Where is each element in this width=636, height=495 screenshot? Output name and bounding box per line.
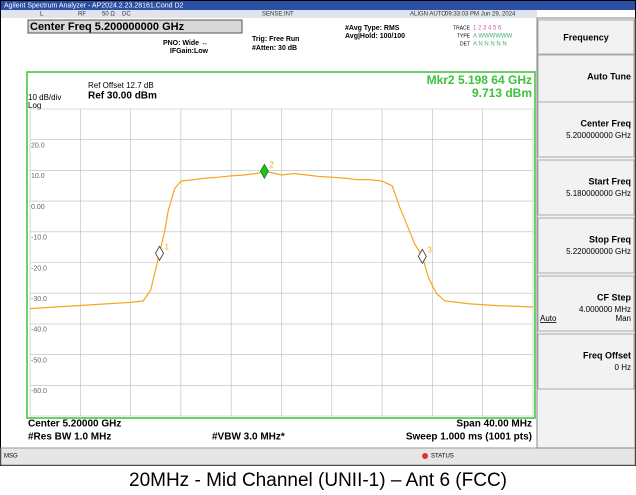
y-tick-label: -40.0 (31, 327, 47, 334)
ifgain: IFGain:Low (170, 48, 209, 55)
pno: PNO: Wide ↔ (163, 40, 208, 47)
scale: 10 dB/div (28, 93, 61, 102)
marker (155, 245, 164, 262)
title: Agilent Spectrum Analyzer - AP2024.2.23.… (4, 2, 183, 9)
softkey-value: 0 Hz (615, 363, 631, 372)
avg-hold: Avg|Hold: 100/100 (345, 33, 405, 40)
center: Center 5.20000 GHz (28, 419, 121, 430)
sweep: Sweep 1.000 ms (1001 pts) (406, 432, 532, 443)
trace-val: 1 2 3 4 5 6 (473, 26, 502, 32)
status-item: 50 Ω (102, 12, 115, 18)
marker-readout: Mkr2 5.198 64 GHz (427, 73, 532, 87)
softkey-label: Start Freq (588, 176, 631, 186)
res-bw: #Res BW 1.0 MHz (28, 432, 111, 443)
softkey-option: Man (615, 314, 631, 323)
y-tick-label: -50.0 (31, 357, 47, 364)
softkey[interactable] (537, 159, 635, 216)
status-bar (0, 447, 636, 466)
center-freq-box (27, 19, 243, 34)
softkey-label: CF Step (597, 292, 632, 302)
atten: #Atten: 30 dB (252, 45, 297, 52)
y-tick-label: -20.0 (31, 265, 47, 272)
softkey[interactable] (537, 333, 635, 390)
y-tick-label: 20.0 (31, 143, 45, 150)
softkey-option: Auto (540, 314, 557, 323)
marker-value: 9.713 dBm (472, 86, 532, 100)
trace (29, 170, 534, 310)
softkey-label: Frequency (563, 32, 609, 42)
status-row (1, 10, 537, 18)
marker-label: 3 (427, 245, 432, 254)
marker-label: 1 (165, 242, 170, 251)
softkey[interactable] (537, 19, 635, 55)
status-icon (422, 453, 428, 459)
msg: MSG (4, 454, 18, 460)
softkey-label: Center Freq (580, 118, 631, 128)
softkey-value: 5.200000000 GHz (566, 131, 631, 140)
softkey[interactable] (537, 101, 635, 158)
ref-offset: Ref Offset 12.7 dB (88, 81, 154, 90)
softkey-value: 4.000000 MHz (579, 305, 631, 314)
vbw: #VBW 3.0 MHz* (212, 432, 285, 443)
trig: Trig: Free Run (252, 36, 299, 43)
status-item: ALIGN AUTO (410, 12, 446, 18)
trace-key: TYPE (457, 33, 471, 39)
y-tick-label: -10.0 (31, 235, 47, 242)
softkey-value: 5.180000000 GHz (566, 189, 631, 198)
trace-val: A WWWWWW (473, 34, 513, 40)
status-item: RF (78, 12, 86, 18)
marker (259, 163, 269, 180)
softkey-value: 5.220000000 GHz (566, 247, 631, 256)
status-item: SENSE:INT (262, 12, 294, 18)
trace-val: A N N N N N (473, 42, 507, 48)
caption: 20MHz - Mid Channel (UNII-1) – Ant 6 (FC… (129, 470, 507, 491)
center-freq: Center Freq 5.200000000 GHz (30, 21, 185, 33)
softkey-label: Stop Freq (589, 234, 631, 244)
softkey-label: Freq Offset (583, 350, 631, 360)
log: Log (28, 101, 41, 110)
y-tick-label: 10.0 (31, 173, 45, 180)
span: Span 40.00 MHz (456, 419, 532, 430)
status: STATUS (431, 454, 454, 460)
marker-label: 2 (269, 160, 274, 169)
trace-key: TRACE (453, 25, 471, 31)
avg-type: #Avg Type: RMS (345, 25, 400, 32)
y-tick-label: -30.0 (31, 296, 47, 303)
plot-frame (26, 71, 536, 419)
status-item: 09:33:03 PM Jun 29, 2024 (445, 12, 516, 18)
y-tick-label: 0.00 (31, 204, 45, 211)
trace-key: DET (460, 41, 470, 47)
y-tick-label: -60.0 (31, 388, 47, 395)
softkey[interactable] (537, 217, 635, 274)
softkey[interactable] (537, 275, 635, 332)
marker (417, 248, 427, 265)
status-item: L (40, 12, 44, 18)
softkey-label: Auto Tune (587, 71, 631, 81)
ref: Ref 30.00 dBm (88, 91, 157, 102)
title-bar (1, 1, 635, 10)
status-item: DC (122, 12, 131, 18)
